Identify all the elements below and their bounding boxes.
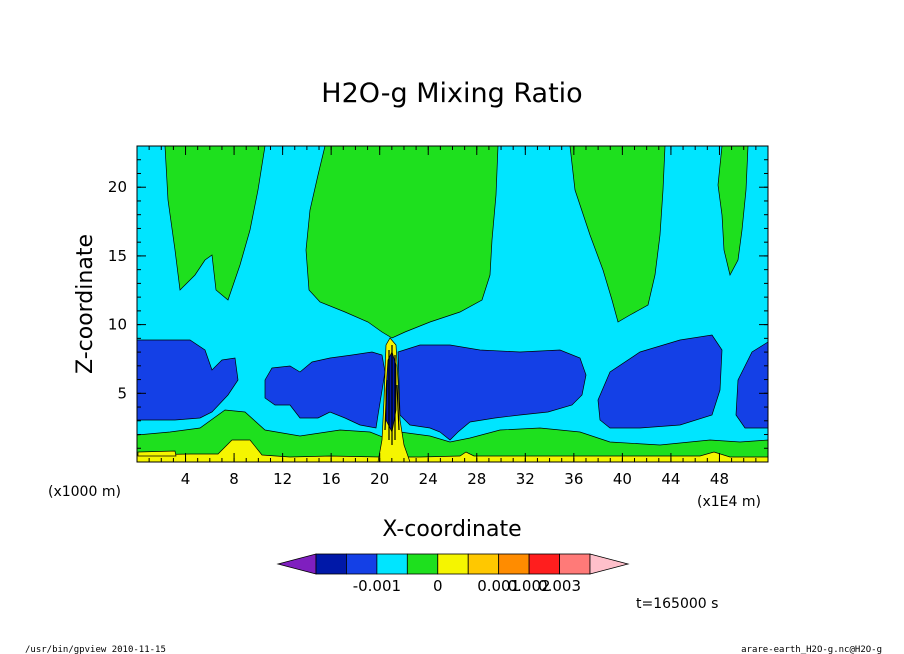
time-label: t=165000 s [636,596,718,612]
dry-region-center-left [264,351,386,429]
x-tick-label: 48 [710,470,729,488]
dry-region-center-right [397,344,587,441]
x-tick-label: 36 [564,470,583,488]
x-tick-label: 40 [613,470,632,488]
updraft-contours [384,345,400,445]
x-tick-label: 44 [661,470,680,488]
x-unit-right: (x1E4 m) [697,494,761,510]
dry-region-right [597,334,723,429]
y-tick-label: 20 [108,178,127,196]
y-tick-label: 5 [117,384,127,402]
moist-region-center [305,146,499,339]
footer-left: /usr/bin/gpview 2010-11-15 [25,645,166,654]
x-tick-label: 32 [516,470,535,488]
colorbar-box [498,553,530,575]
x-tick-label: 16 [322,470,341,488]
colorbar-tick-label: 0 [433,577,443,595]
colorbar-high-extend [589,553,630,575]
surface-bump-2 [137,450,177,457]
x-axis-label: X-coordinate [382,517,521,542]
surface-bump-1 [137,439,768,462]
colorbar-tick-label: 0.001 [477,577,520,595]
dry-region-far-right [735,341,768,429]
colorbar-low-extend [276,553,317,575]
x-tick-label: 12 [273,470,292,488]
colorbar-box [559,553,591,575]
colorbar-tick-label: 0.003 [538,577,581,595]
dry-region-left [137,339,239,421]
colorbar-box [315,553,347,575]
moist-region-far-right [717,146,749,276]
x-tick-label: 8 [229,470,239,488]
moist-surface-layer [137,409,768,462]
x-tick-label: 24 [419,470,438,488]
colorbar-box [437,553,469,575]
colorbar-box [467,553,500,575]
y-axis-label: Z-coordinate [73,234,98,374]
y-tick-label: 10 [108,316,127,334]
colorbar-box [528,553,560,575]
colorbar-tick-label: -0.001 [353,577,401,595]
moist-region-left [164,146,266,301]
y-tick-label: 15 [108,247,127,265]
moist-region-right [569,146,666,323]
x-tick-label: 28 [467,470,486,488]
colorbar-box [406,553,439,575]
colorbar-box [376,553,408,575]
chart-title: H2O-g Mixing Ratio [321,78,582,109]
x-tick-label: 4 [181,470,191,488]
footer-right: arare-earth_H2O-g.nc@H2O-g [741,645,882,654]
x-unit-left: (x1000 m) [48,484,121,500]
colorbar-tick-label: 0.002 [508,577,551,595]
colorbar-box [346,553,378,575]
x-tick-label: 20 [370,470,389,488]
